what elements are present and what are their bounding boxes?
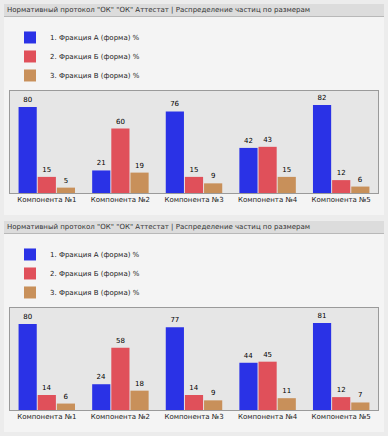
html-text:Нормативный протокол "ОК" "ОК": Нормативный протокол "ОК" "ОК" Аттестат … (7, 6, 310, 14)
svg-text:45: 45 (263, 351, 272, 359)
svg-text:9: 9 (211, 172, 215, 180)
svg-text:5: 5 (64, 177, 68, 185)
svg-text:3. Фракция В (форма) %: 3. Фракция В (форма) % (50, 72, 140, 80)
svg-text:15: 15 (42, 166, 51, 174)
svg-text:Компонента №4: Компонента №4 (238, 196, 298, 204)
svg-text:3. Фракция В (форма) %: 3. Фракция В (форма) % (50, 289, 140, 297)
svg-text:Компонента №2: Компонента №2 (91, 196, 150, 204)
svg-text:14: 14 (189, 384, 198, 392)
svg-text:77: 77 (170, 316, 179, 324)
svg-text:43: 43 (263, 136, 272, 144)
svg-text:18: 18 (135, 380, 144, 388)
svg-text:Компонента №5: Компонента №5 (312, 413, 371, 421)
svg-text:Компонента №5: Компонента №5 (312, 196, 371, 204)
svg-text:11: 11 (282, 387, 291, 395)
svg-text:Компонента №1: Компонента №1 (17, 196, 76, 204)
svg-text:2. Фракция Б (форма) %: 2. Фракция Б (форма) % (50, 270, 140, 278)
svg-text:80: 80 (23, 313, 32, 321)
svg-text:12: 12 (337, 386, 346, 394)
svg-text:80: 80 (23, 96, 32, 104)
svg-text:21: 21 (97, 159, 106, 167)
svg-text:6: 6 (63, 393, 68, 401)
svg-text:60: 60 (116, 118, 125, 126)
svg-text:Компонента №2: Компонента №2 (91, 413, 150, 421)
svg-text:Компонента №3: Компонента №3 (164, 196, 223, 204)
svg-text:44: 44 (244, 352, 253, 360)
html-text:Нормативный протокол "ОК" "ОК": Нормативный протокол "ОК" "ОК" Аттестат … (7, 223, 310, 231)
svg-text:58: 58 (116, 337, 125, 345)
svg-text:15: 15 (282, 166, 291, 174)
svg-text:Компонента №1: Компонента №1 (17, 413, 76, 421)
svg-text:Компонента №4: Компонента №4 (238, 413, 298, 421)
svg-text:14: 14 (42, 384, 51, 392)
svg-text:15: 15 (190, 166, 199, 174)
svg-text:1. Фракция А (форма) %: 1. Фракция А (форма) % (50, 251, 140, 259)
svg-text:24: 24 (97, 373, 106, 381)
svg-text:Компонента №3: Компонента №3 (164, 413, 223, 421)
svg-text:9: 9 (211, 389, 215, 397)
svg-text:2. Фракция Б (форма) %: 2. Фракция Б (форма) % (50, 53, 140, 61)
svg-text:7: 7 (358, 391, 362, 399)
svg-text:82: 82 (318, 94, 327, 102)
svg-text:42: 42 (244, 137, 253, 145)
svg-text:76: 76 (170, 100, 179, 108)
svg-text:6: 6 (358, 176, 363, 184)
svg-text:81: 81 (318, 312, 327, 320)
svg-text:1. Фракция А (форма) %: 1. Фракция А (форма) % (50, 34, 140, 42)
svg-text:12: 12 (337, 169, 346, 177)
svg-text:19: 19 (135, 162, 144, 170)
